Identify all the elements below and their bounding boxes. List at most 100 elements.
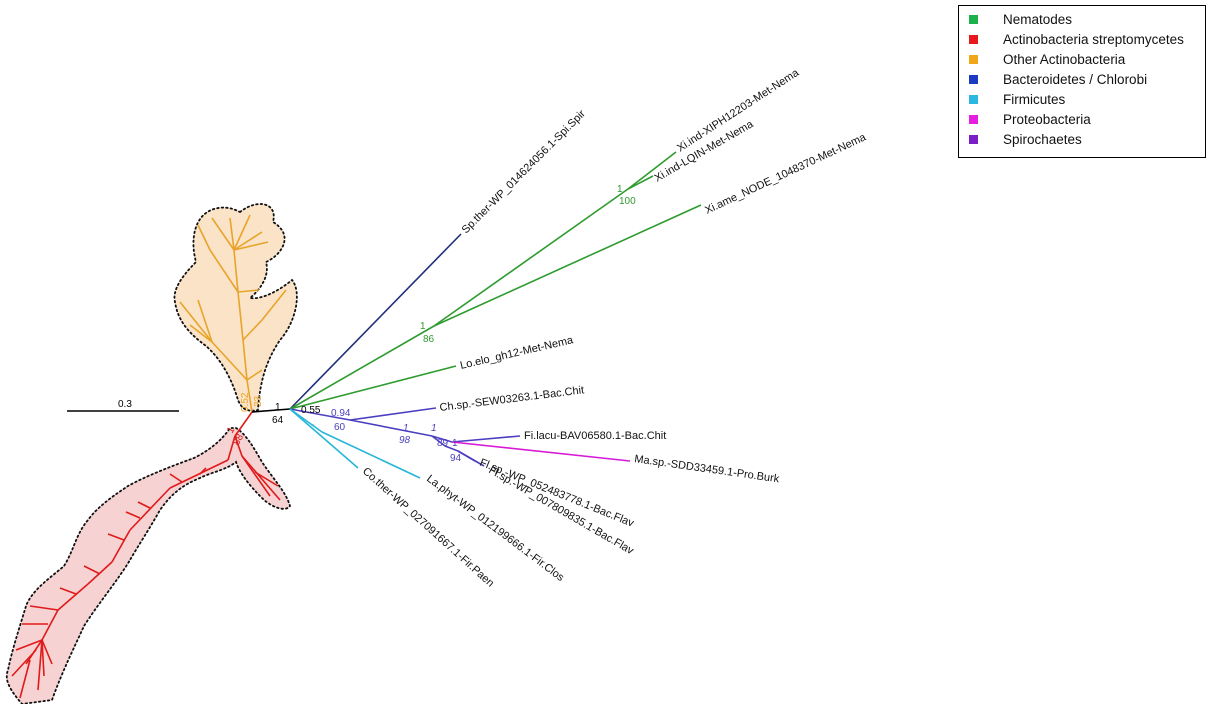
support-fi-pp: 1 (431, 423, 437, 434)
support-ch-bs: 60 (334, 422, 346, 433)
support-nema-top-bs: 100 (619, 196, 636, 207)
red-branch (19, 659, 31, 699)
legend-item: Bacteroidetes / Chlorobi (969, 70, 1147, 88)
branch-fi (451, 435, 521, 443)
support-red-pp: 1 (225, 425, 238, 436)
orange-branch (246, 369, 263, 381)
branch-fl-inner (444, 445, 459, 452)
legend-swatch-spirochaetes (969, 134, 978, 144)
backbone (251, 408, 291, 413)
support-fl-bs: 94 (450, 453, 462, 464)
other-actinobacteria-clade (173, 203, 298, 413)
branch-bac-inner (349, 419, 433, 437)
red-branch (125, 511, 141, 519)
red-branch (15, 639, 43, 651)
red-branch (199, 467, 207, 475)
red-branch (137, 501, 151, 509)
orange-branch (209, 249, 239, 293)
branch-spiro (289, 233, 462, 410)
red-branch (59, 587, 77, 595)
legend-swatch-firmicutes (969, 94, 978, 104)
orange-branch (242, 319, 263, 341)
legend-item: Nematodes (969, 10, 1072, 28)
support-nema-mid-bs: 86 (423, 334, 435, 345)
red-branch (241, 455, 271, 497)
scale-bar-label: 0.3 (118, 399, 132, 410)
other-actinobacteria-hull (173, 203, 298, 412)
legend-label: Nematodes (1003, 11, 1073, 27)
red-branch (11, 649, 37, 677)
support-orange-bs: 33 (253, 395, 264, 407)
legend-label: Spirochaetes (1003, 131, 1082, 147)
legend-swatch-other-actinobacteria (969, 54, 978, 64)
red-branch (129, 487, 171, 531)
legend-item: Firmicutes (969, 90, 1065, 108)
support-root-bs: 64 (272, 415, 284, 426)
orange-branch (233, 231, 263, 251)
branch-ch (349, 407, 437, 421)
branch-la (321, 431, 421, 479)
legend-label: Bacteroidetes / Chlorobi (1003, 71, 1148, 87)
leaf-label-ch: Ch.sp.-SEW03263.1-Bac.Chit (439, 384, 585, 414)
orange-branch (211, 341, 248, 381)
orange-branch (233, 214, 251, 251)
branch-fi-stem (431, 435, 453, 443)
support-fl-pp: 1 (452, 438, 458, 449)
branch-ma (451, 441, 631, 462)
support-root-pp: 1 (275, 402, 281, 413)
red-branch (41, 639, 45, 677)
orange-branch (242, 339, 248, 381)
branch-xi1 (627, 151, 677, 190)
support-mid-bs: 98 (399, 435, 411, 446)
branch-nema-stem (289, 325, 435, 410)
red-branch (41, 609, 59, 641)
branch-bac-stem (289, 408, 351, 421)
red-branch (169, 459, 229, 489)
red-branch (37, 639, 43, 691)
orange-branch (237, 291, 244, 341)
spirochaetes-clade: Sp.ther-WP_014624056.1-Spi.Spir (289, 108, 588, 410)
red-stem (234, 411, 253, 437)
red-branch (234, 435, 243, 457)
support-bac-pp: 0.55 (301, 405, 321, 416)
red-branch (111, 529, 131, 563)
support-nema-mid-pp: 1 (420, 321, 426, 332)
legend-swatch-streptomycetes (969, 34, 978, 44)
branch-xi3 (433, 204, 702, 327)
orange-stem (246, 379, 253, 413)
legend-label: Other Actinobacteria (1003, 51, 1126, 67)
legend-swatch-nematodes (969, 14, 978, 24)
red-branch (87, 561, 113, 585)
legend-item: Actinobacteria streptomycetes (969, 30, 1184, 48)
red-branch (83, 565, 101, 575)
leaf-label-fl1: Fl.sp.-WP_052483778.1-Bac.Flav (478, 457, 636, 530)
orange-branch (179, 301, 213, 343)
orange-branch (233, 241, 269, 251)
support-red-bs: 88 (231, 432, 246, 448)
branch-fl2 (457, 450, 485, 467)
branch-fl-stem (431, 435, 446, 447)
red-branch (29, 605, 59, 611)
red-branch (241, 455, 281, 501)
legend-item: Spirochaetes (969, 130, 1082, 148)
legend-label: Actinobacteria streptomycetes (1003, 31, 1184, 47)
branch-xi2 (627, 175, 654, 190)
legend-item: Proteobacteria (969, 110, 1091, 128)
streptomycetes-hull (5, 427, 291, 704)
branch-co (289, 408, 359, 469)
red-branch (254, 471, 279, 487)
orange-branch (233, 249, 239, 293)
orange-branch (229, 217, 235, 251)
legend-swatch-proteobacteria (969, 114, 978, 124)
orange-branch (189, 324, 213, 343)
legend-item: Other Actinobacteria (969, 50, 1125, 68)
leaf-label-xi1: Xi.ind-XIPH12203-Met-Nema (675, 66, 802, 154)
legend-label: Firmicutes (1003, 91, 1066, 107)
scale-bar: 0.3 (67, 399, 179, 412)
backbone-branch (251, 408, 291, 413)
red-branch (227, 435, 236, 461)
support-mid-pp: 1 (403, 423, 409, 434)
support-nema-top-pp: 1 (617, 184, 623, 195)
leaf-label-spiro: Sp.ther-WP_014624056.1-Spi.Spir (460, 108, 588, 236)
